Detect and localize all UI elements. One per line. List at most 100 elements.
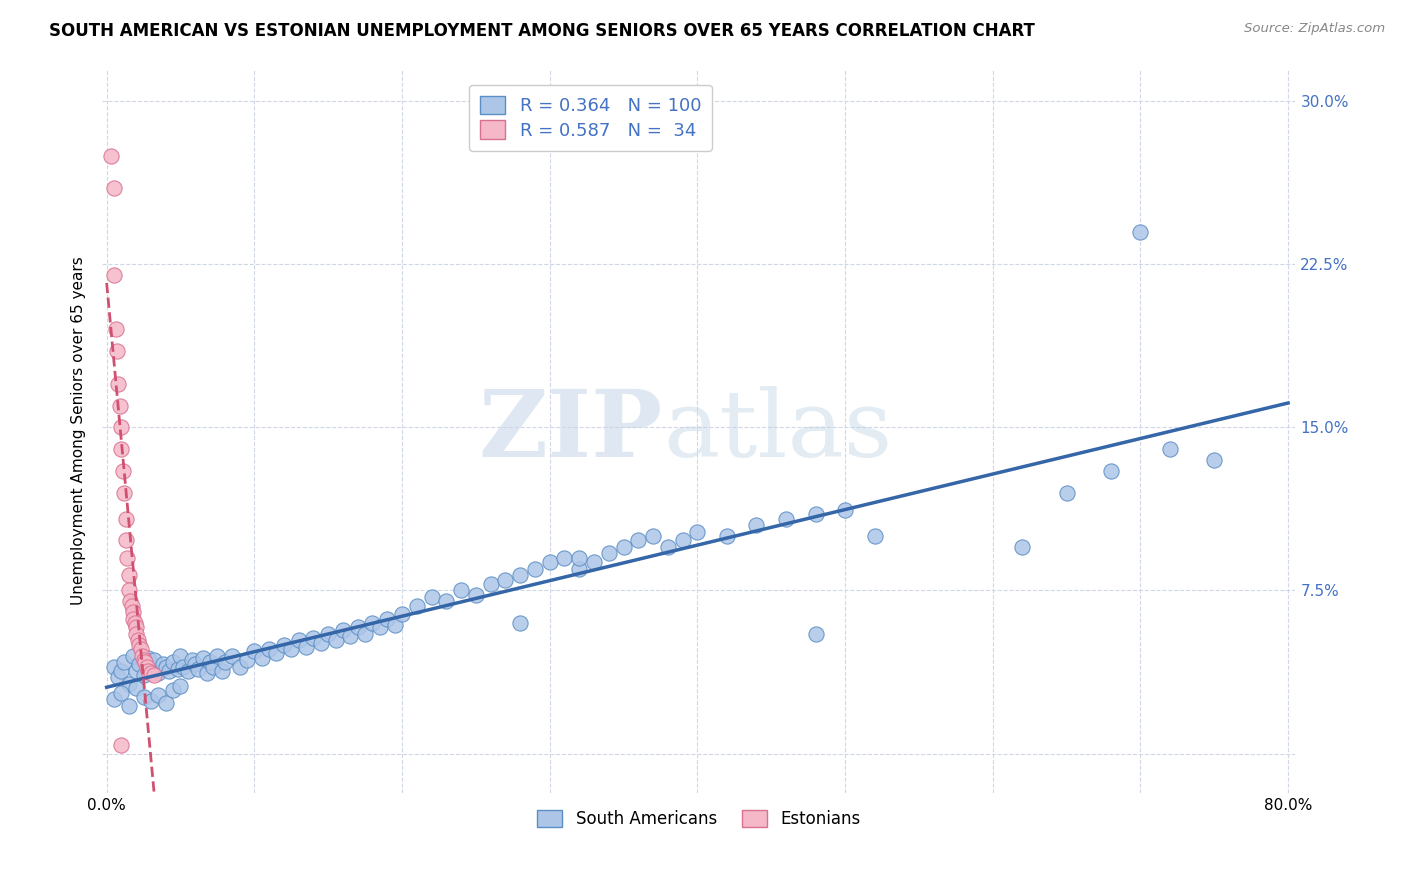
- Text: Source: ZipAtlas.com: Source: ZipAtlas.com: [1244, 22, 1385, 36]
- Point: [155, 659, 177, 673]
- Legend: South Americans, Estonians: South Americans, Estonians: [530, 804, 868, 835]
- Point: [332, 623, 354, 637]
- Point: [128, 657, 150, 672]
- Point: [198, 655, 221, 669]
- Point: [1056, 485, 1078, 500]
- Point: [391, 607, 413, 622]
- Point: [598, 546, 620, 560]
- Point: [103, 659, 125, 673]
- Point: [142, 653, 165, 667]
- Point: [368, 620, 391, 634]
- Point: [139, 666, 162, 681]
- Point: [568, 562, 591, 576]
- Point: [131, 648, 153, 663]
- Point: [103, 181, 125, 195]
- Point: [775, 511, 797, 525]
- Point: [295, 640, 318, 654]
- Point: [166, 662, 188, 676]
- Point: [354, 627, 377, 641]
- Point: [464, 588, 486, 602]
- Point: [134, 655, 156, 669]
- Point: [250, 650, 273, 665]
- Point: [657, 540, 679, 554]
- Point: [117, 550, 139, 565]
- Point: [118, 583, 141, 598]
- Point: [804, 627, 827, 641]
- Point: [132, 690, 155, 704]
- Point: [405, 599, 427, 613]
- Point: [103, 692, 125, 706]
- Point: [214, 655, 236, 669]
- Point: [110, 442, 132, 456]
- Point: [110, 738, 132, 752]
- Point: [207, 648, 229, 663]
- Point: [195, 666, 218, 681]
- Point: [509, 615, 531, 630]
- Point: [110, 664, 132, 678]
- Point: [1099, 464, 1122, 478]
- Point: [523, 562, 546, 576]
- Point: [107, 670, 129, 684]
- Point: [384, 618, 406, 632]
- Point: [627, 533, 650, 548]
- Point: [479, 577, 502, 591]
- Point: [266, 647, 288, 661]
- Point: [582, 555, 605, 569]
- Point: [339, 629, 361, 643]
- Point: [104, 322, 127, 336]
- Point: [124, 615, 146, 630]
- Point: [125, 664, 148, 678]
- Point: [316, 627, 339, 641]
- Point: [1204, 453, 1226, 467]
- Point: [169, 648, 191, 663]
- Point: [105, 344, 128, 359]
- Point: [162, 655, 184, 669]
- Point: [1011, 540, 1033, 554]
- Point: [125, 681, 148, 696]
- Point: [125, 620, 148, 634]
- Point: [716, 529, 738, 543]
- Point: [309, 635, 332, 649]
- Point: [115, 533, 138, 548]
- Point: [129, 642, 152, 657]
- Point: [107, 376, 129, 391]
- Point: [612, 540, 634, 554]
- Point: [136, 650, 159, 665]
- Point: [494, 573, 516, 587]
- Point: [148, 666, 170, 681]
- Point: [450, 583, 472, 598]
- Point: [118, 677, 141, 691]
- Point: [863, 529, 886, 543]
- Point: [152, 657, 174, 672]
- Point: [132, 668, 155, 682]
- Point: [325, 633, 347, 648]
- Point: [243, 644, 266, 658]
- Point: [1159, 442, 1181, 456]
- Point: [122, 612, 145, 626]
- Point: [834, 503, 856, 517]
- Point: [201, 659, 224, 673]
- Point: [121, 599, 143, 613]
- Point: [142, 668, 165, 682]
- Point: [221, 648, 243, 663]
- Point: [135, 659, 157, 673]
- Point: [375, 612, 398, 626]
- Point: [420, 590, 443, 604]
- Point: [568, 550, 591, 565]
- Point: [125, 627, 148, 641]
- Text: ZIP: ZIP: [479, 385, 664, 475]
- Point: [509, 568, 531, 582]
- Point: [122, 605, 145, 619]
- Point: [280, 642, 302, 657]
- Point: [236, 653, 259, 667]
- Point: [110, 685, 132, 699]
- Point: [103, 268, 125, 282]
- Point: [211, 664, 233, 678]
- Point: [148, 688, 170, 702]
- Point: [110, 420, 132, 434]
- Point: [346, 620, 368, 634]
- Point: [108, 399, 131, 413]
- Point: [538, 555, 561, 569]
- Point: [553, 550, 575, 565]
- Point: [177, 664, 200, 678]
